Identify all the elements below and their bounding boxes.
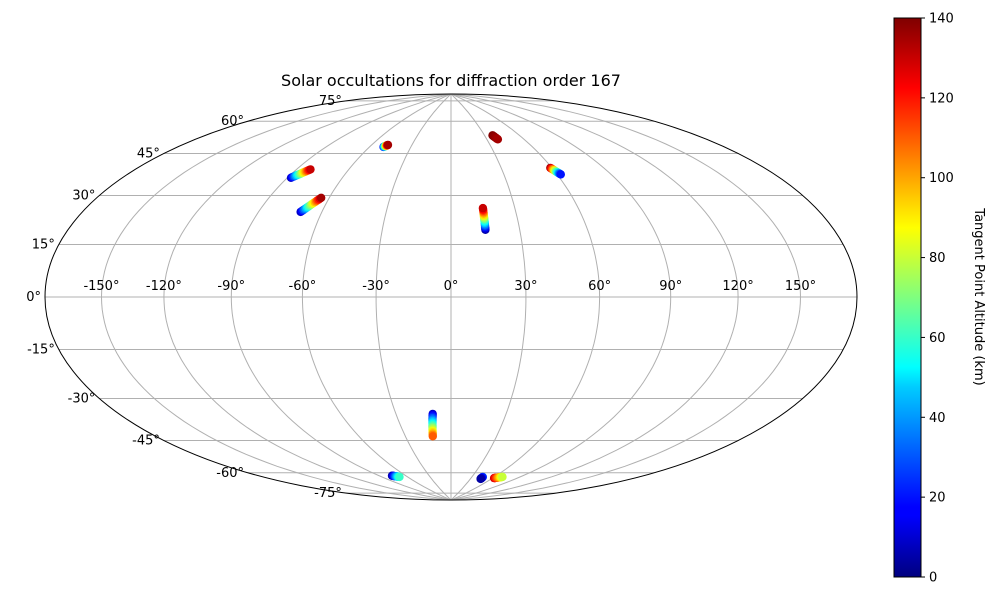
colorbar-tick-label: 120 (929, 91, 954, 106)
latitude-tick-labels: 75° 60° 45° 30° 15° 0° -15° -30° -45° -60° -75° (26, 94, 342, 501)
occultation-track (379, 140, 393, 152)
occultation-points (286, 131, 565, 484)
colorbar-tick-label: 60 (929, 331, 946, 346)
colorbar-tick-label: 80 (929, 251, 946, 266)
longitude-tick-label: 0° (444, 279, 459, 294)
occultation-track (428, 409, 437, 441)
colorbar-tick-label: 40 (929, 411, 946, 426)
longitude-tick-label: 30° (514, 279, 537, 294)
latitude-tick-label: 45° (137, 146, 160, 161)
longitude-tick-label: -30° (362, 279, 390, 294)
occultation-point (556, 170, 565, 179)
colorbar-tick-label: 140 (929, 12, 954, 27)
colorbar-tick-label: 100 (929, 171, 954, 186)
occultation-track (387, 471, 404, 482)
colorbar-ticks: 0 20 40 60 80 100 120 140 (921, 12, 954, 586)
longitude-tick-label: -120° (146, 279, 182, 294)
colorbar-label: Tangent Point Altitude (km) (971, 207, 986, 385)
occultation-track (546, 163, 565, 179)
latitude-tick-label: -60° (216, 466, 244, 481)
longitude-tick-label: -90° (217, 279, 245, 294)
occultation-track (489, 472, 507, 483)
map-grid (45, 94, 857, 500)
occultation-point (383, 140, 393, 150)
occultation-point (317, 193, 326, 202)
colorbar-tick-label: 20 (929, 491, 946, 506)
latitude-tick-label: 30° (72, 189, 95, 204)
occultation-point (476, 474, 485, 484)
latitude-tick-label: -30° (68, 392, 96, 407)
latitude-tick-label: -45° (132, 434, 160, 449)
longitude-tick-label: 150° (785, 279, 816, 294)
map-outline (44, 93, 858, 501)
longitude-tick-labels: -150° -120° -90° -60° -30° 0° 30° 60° 90° 120° 150… (83, 279, 816, 294)
occultation-track (488, 131, 503, 144)
occultation-point (428, 432, 437, 441)
occultation-point (395, 472, 404, 482)
occultation-point (498, 472, 507, 482)
occultation-point (493, 135, 503, 144)
latitude-tick-label: 60° (221, 114, 244, 129)
colorbar (893, 17, 922, 578)
latitude-tick-label: 0° (26, 290, 41, 305)
occultation-track (296, 193, 326, 217)
occultation-point (306, 165, 315, 174)
occultation-track (478, 203, 490, 234)
longitude-tick-label: 60° (588, 279, 611, 294)
occultation-track (286, 165, 315, 182)
latitude-tick-label: -15° (27, 343, 55, 358)
occultation-point (478, 203, 488, 213)
occultation-track (476, 472, 487, 484)
latitude-tick-label: 15° (32, 237, 55, 252)
chart-title: Solar occultations for diffraction order… (281, 71, 621, 90)
latitude-tick-label: -75° (314, 486, 342, 501)
longitude-tick-label: 120° (722, 279, 753, 294)
longitude-tick-label: -150° (83, 279, 119, 294)
colorbar-tick-label: 0 (929, 571, 937, 586)
longitude-tick-label: -60° (289, 279, 317, 294)
latitude-tick-label: 75° (319, 94, 342, 109)
longitude-tick-label: 90° (659, 279, 682, 294)
